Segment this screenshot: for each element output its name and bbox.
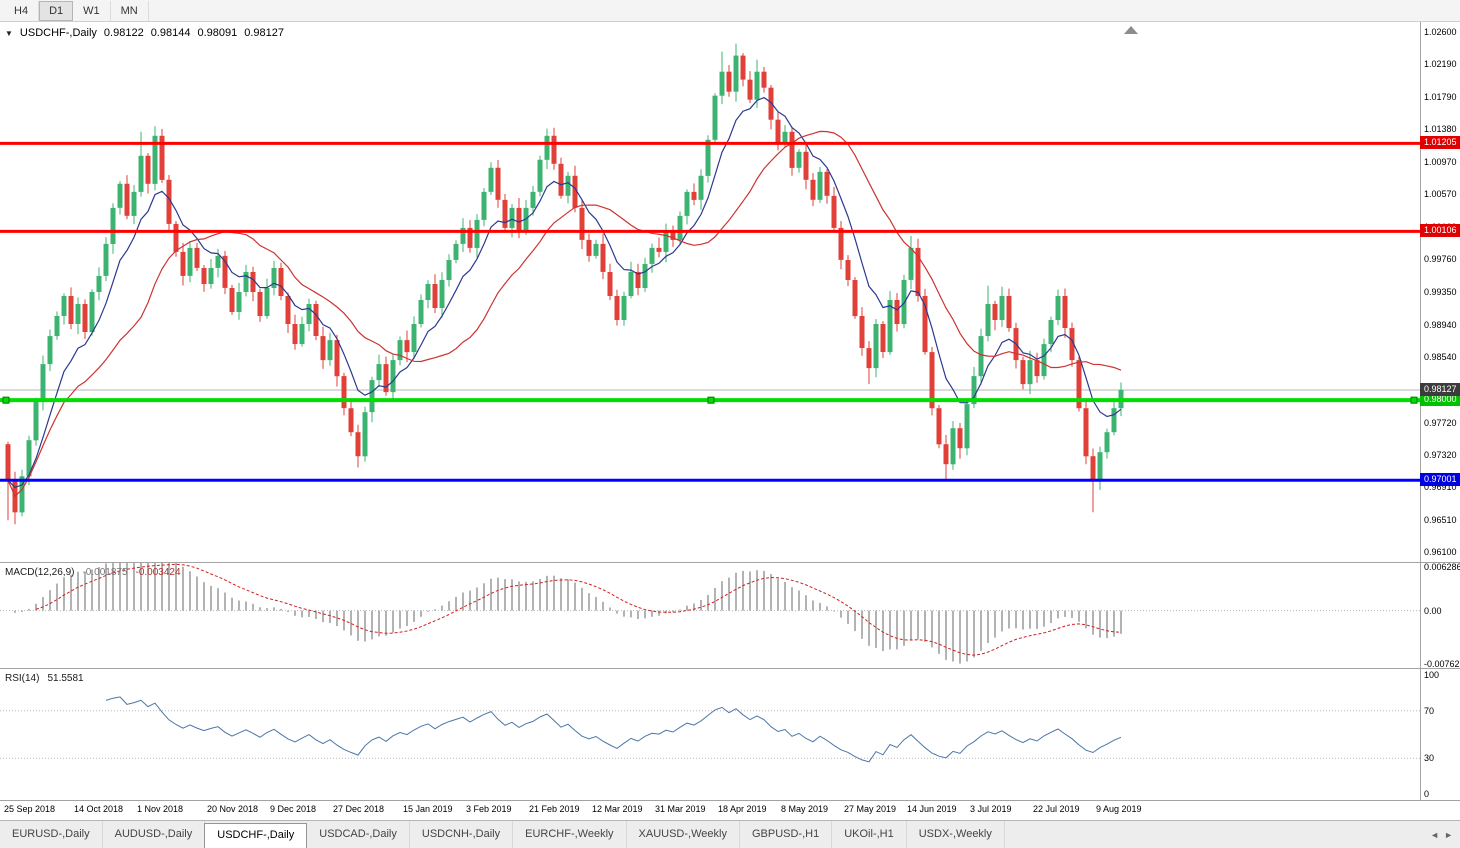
time-axis-label: 15 Jan 2019: [403, 804, 453, 814]
ohlc-open: 0.98122: [103, 27, 144, 39]
price-axis-label: 0.00: [1424, 606, 1442, 616]
time-axis-label: 14 Oct 2018: [74, 804, 124, 814]
price-chart-pane[interactable]: [0, 22, 1420, 562]
tab-xauusd-weekly[interactable]: XAUUSD-,Weekly: [627, 821, 740, 848]
tab-usdcad-daily[interactable]: USDCAD-,Daily: [307, 821, 410, 848]
time-axis-label: 3 Feb 2019: [466, 804, 512, 814]
ma-sma20-line: [7, 130, 1122, 498]
tab-scroll-controls: ◄ ►: [1430, 821, 1460, 848]
chart-tabs: EURUSD-,Daily AUDUSD-,Daily USDCHF-,Daily U…: [0, 821, 1005, 848]
price-axis-label: 70: [1424, 706, 1435, 716]
timeframe-button-h4[interactable]: H4: [4, 0, 40, 21]
price-axis-label: 0.006286: [1424, 562, 1460, 572]
price-tag-0.97001: 0.97001: [1420, 473, 1460, 486]
tab-ukoil-h1[interactable]: UKOil-,H1: [832, 821, 907, 848]
rsi-line: [105, 696, 1122, 763]
time-axis-label: 1 Nov 2018: [137, 804, 184, 814]
chart-title: USDCHF-,Daily: [19, 27, 97, 39]
price-tag-0.98000: 0.98000: [1420, 393, 1460, 406]
price-axis-label: 0.97720: [1424, 418, 1457, 428]
tab-usdchf-daily[interactable]: USDCHF-,Daily: [204, 823, 308, 848]
chart-shift-icon[interactable]: [1124, 26, 1138, 34]
pane-splitter[interactable]: [0, 562, 1460, 563]
time-axis-label: 8 May 2019: [781, 804, 829, 814]
current-price-tag: 0.98127: [1420, 383, 1460, 396]
price-axis-label: 1.02190: [1424, 59, 1457, 69]
tab-audusd-daily[interactable]: AUDUSD-,Daily: [103, 821, 206, 848]
hline-handle[interactable]: [1410, 396, 1418, 404]
price-axis-label: 30: [1424, 753, 1435, 763]
price-axis-label: 1.00570: [1424, 189, 1457, 199]
price-axis-label: 1.01380: [1424, 124, 1457, 134]
price-axis-label: -0.00762: [1424, 659, 1460, 669]
tab-scroll-left-icon[interactable]: ◄: [1430, 829, 1440, 840]
hline-handle[interactable]: [2, 396, 10, 404]
price-tag-1.00106: 1.00106: [1420, 224, 1460, 237]
price-axis-label: 1.01790: [1424, 92, 1457, 102]
price-axis-label: 0.98540: [1424, 352, 1457, 362]
price-axis-label: 1.00970: [1424, 157, 1457, 167]
price-axis-label: 0.99760: [1424, 254, 1457, 264]
time-axis-label: 14 Jun 2019: [907, 804, 957, 814]
macd-signal-value: -0.003424: [135, 567, 181, 578]
rsi-pane[interactable]: [0, 669, 1420, 800]
macd-signal-line: [35, 563, 1122, 656]
time-axis-label: 21 Feb 2019: [529, 804, 580, 814]
rsi-value: 51.5581: [47, 673, 84, 684]
time-axis-label: 9 Aug 2019: [1096, 804, 1142, 814]
tab-eurusd-daily[interactable]: EURUSD-,Daily: [0, 821, 103, 848]
price-axis-label: 100: [1424, 670, 1440, 680]
chart-header: ▼ USDCHF-,Daily 0.98122 0.98144 0.98091 …: [5, 27, 284, 39]
timeframe-button-d1[interactable]: D1: [39, 0, 74, 21]
price-axis-label: 1.02600: [1424, 27, 1457, 37]
time-axis-label: 20 Nov 2018: [207, 804, 259, 814]
price-axis-label: 0: [1424, 789, 1430, 799]
timeframe-button-w1[interactable]: W1: [73, 0, 111, 21]
chart-tabs-bar: EURUSD-,Daily AUDUSD-,Daily USDCHF-,Daily U…: [0, 820, 1460, 848]
time-axis-label: 22 Jul 2019: [1033, 804, 1080, 814]
time-axis: 25 Sep 2018 14 Oct 2018 1 Nov 2018 20 Nov 2…: [0, 801, 1420, 820]
price-axis-label: 0.98940: [1424, 320, 1457, 330]
ma-ema8-line: [7, 96, 1122, 489]
rsi-name: RSI(14): [5, 673, 40, 684]
time-axis-label: 9 Dec 2018: [270, 804, 317, 814]
rsi-indicator-label: RSI(14) 51.5581: [5, 673, 84, 684]
tab-usdcnh-daily[interactable]: USDCNH-,Daily: [410, 821, 514, 848]
price-axis-label: 0.96100: [1424, 547, 1457, 557]
tab-usdx-weekly[interactable]: USDX-,Weekly: [907, 821, 1005, 848]
tab-scroll-right-icon[interactable]: ►: [1444, 829, 1453, 840]
timeframe-button-mn[interactable]: MN: [111, 0, 149, 21]
time-axis-label: 27 Dec 2018: [333, 804, 385, 814]
time-axis-label: 3 Jul 2019: [970, 804, 1012, 814]
price-axis-label: 0.96910: [1424, 482, 1457, 492]
tab-gbpusd-h1[interactable]: GBPUSD-,H1: [740, 821, 833, 848]
price-axis-label: 0.96510: [1424, 515, 1457, 525]
timeframe-toolbar: H4 D1 W1 MN: [0, 0, 1460, 22]
time-axis-label: 25 Sep 2018: [4, 804, 56, 814]
macd-indicator-label: MACD(12,26,9) -0.001875 -0.003424: [5, 567, 181, 578]
chart-bottom-border: [0, 800, 1460, 801]
pane-splitter[interactable]: [0, 668, 1460, 669]
time-axis-label: 31 Mar 2019: [655, 804, 706, 814]
time-axis-label: 18 Apr 2019: [718, 804, 767, 814]
ohlc-low: 0.98091: [197, 27, 238, 39]
ohlc-close: 0.98127: [244, 27, 284, 39]
price-tag-1.01205: 1.01205: [1420, 136, 1460, 149]
time-axis-label: 12 Mar 2019: [592, 804, 643, 814]
tab-eurchf-weekly[interactable]: EURCHF-,Weekly: [513, 821, 627, 848]
macd-name: MACD(12,26,9): [5, 567, 75, 578]
price-axis-label: 0.97320: [1424, 450, 1457, 460]
price-axis-label: 0.99350: [1424, 287, 1457, 297]
symbol-dropdown-icon[interactable]: ▼: [5, 28, 13, 38]
time-axis-label: 27 May 2019: [844, 804, 897, 814]
macd-pane[interactable]: [0, 563, 1420, 668]
macd-value: -0.001875: [82, 567, 128, 578]
hline-handle[interactable]: [707, 396, 715, 404]
price-axis-border: [1420, 22, 1421, 800]
ohlc-high: 0.98144: [150, 27, 191, 39]
